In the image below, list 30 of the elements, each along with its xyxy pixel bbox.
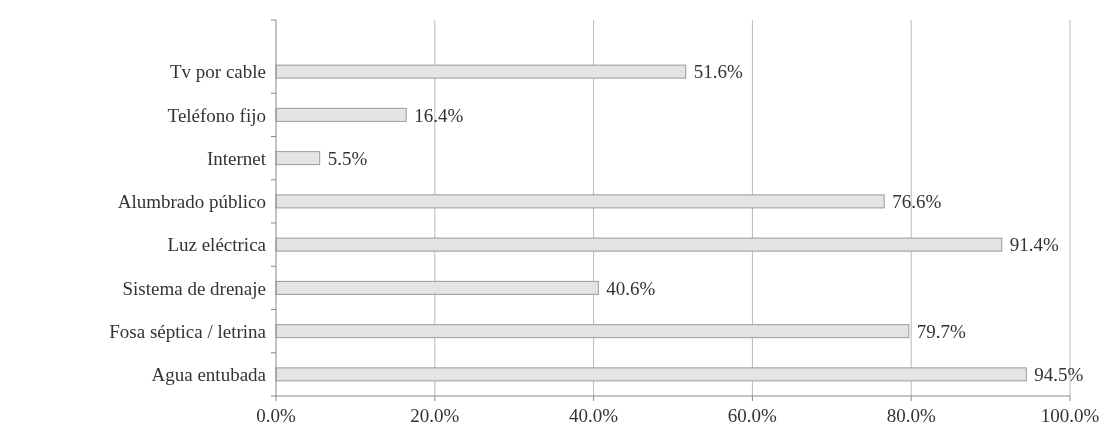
bar	[275, 237, 1003, 252]
data-label: 51.6%	[693, 61, 743, 83]
data-label: 16.4%	[414, 104, 464, 126]
x-tick-label: 20.0%	[410, 405, 460, 426]
bar	[275, 324, 910, 339]
y-tick-label: Sistema de drenaje	[122, 277, 266, 299]
data-label: 40.6%	[606, 277, 656, 299]
bar	[275, 194, 885, 209]
data-label: 79.7%	[916, 320, 967, 342]
x-tick-label: 80.0%	[886, 405, 936, 426]
bar	[275, 151, 321, 166]
x-tick-label: 100.0%	[1040, 405, 1100, 426]
x-tick-label: 60.0%	[727, 405, 778, 426]
y-tick-label: Luz eléctrica	[167, 234, 267, 256]
data-label: 5.5%	[327, 147, 368, 169]
data-label: 91.4%	[1009, 234, 1059, 256]
bar	[275, 280, 599, 295]
y-tick-label: Tv por cable	[169, 61, 266, 83]
y-tick-label: Fosa séptica / letrina	[109, 320, 267, 342]
x-tick-label: 40.0%	[569, 405, 619, 426]
bar	[275, 367, 1027, 382]
y-tick-label: Internet	[206, 147, 267, 169]
y-tick-label: Agua entubada	[151, 364, 267, 386]
data-label: 94.5%	[1034, 364, 1084, 386]
data-label: 76.6%	[892, 191, 942, 213]
y-tick-label: Alumbrado público	[117, 191, 266, 213]
bar	[275, 107, 407, 122]
y-tick-label: Teléfono fijo	[167, 104, 266, 126]
x-tick-label: 0.0%	[256, 405, 296, 426]
bar	[275, 64, 687, 79]
